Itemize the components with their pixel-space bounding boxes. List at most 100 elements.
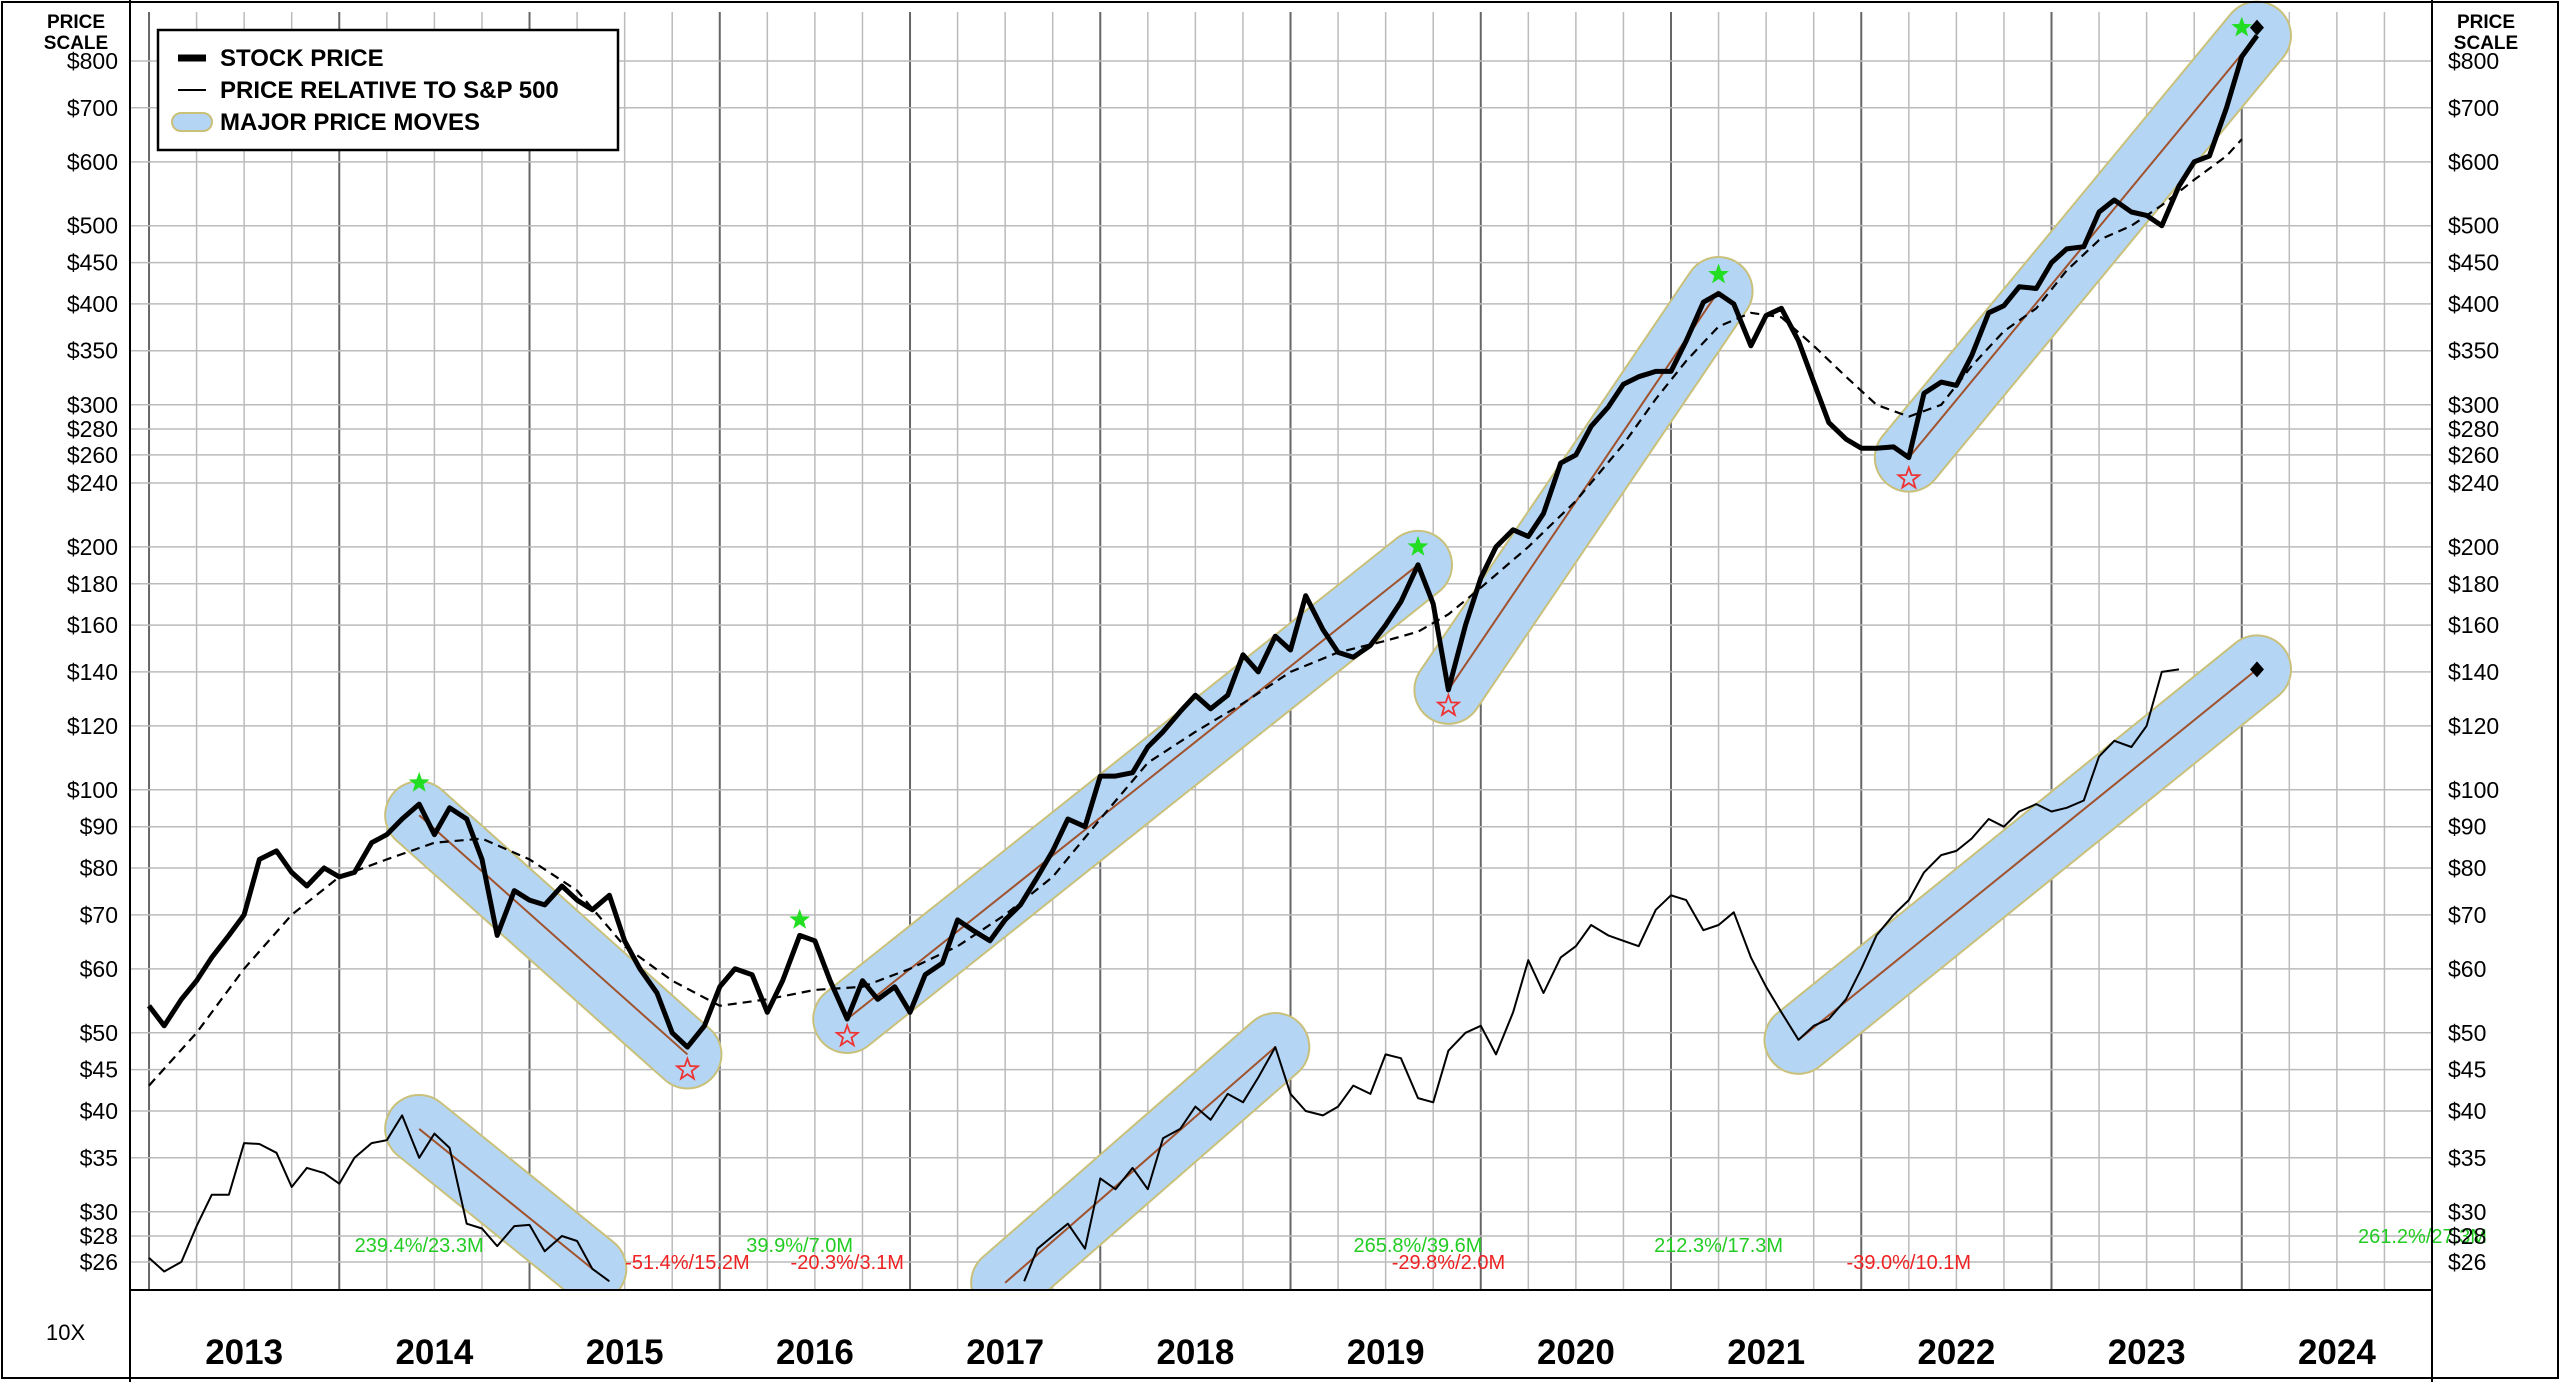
y-tick-label-left: $26 <box>80 1249 118 1275</box>
scale-label: 10X <box>46 1320 85 1345</box>
trend-line <box>1004 1046 1276 1284</box>
y-tick-label-left: $700 <box>67 95 118 121</box>
y-tick-label-right: $300 <box>2448 392 2499 418</box>
y-tick-label-right: $450 <box>2448 250 2499 276</box>
y-tick-label-left: $500 <box>67 213 118 239</box>
x-year-label: 2016 <box>776 1333 854 1372</box>
axis-title-left: SCALE <box>44 33 108 54</box>
y-tick-label-right: $600 <box>2448 149 2499 175</box>
legend-label: PRICE RELATIVE TO S&P 500 <box>220 77 559 104</box>
y-tick-label-left: $140 <box>67 659 118 685</box>
y-tick-label-right: $500 <box>2448 213 2499 239</box>
y-tick-label-left: $120 <box>67 713 118 739</box>
y-tick-label-right: $800 <box>2448 48 2499 74</box>
move-percent-label: 239.4%/23.3M <box>355 1235 484 1257</box>
move-markers <box>408 16 2264 1081</box>
y-tick-label-right: $60 <box>2448 956 2486 982</box>
down-star-icon <box>834 1022 861 1048</box>
y-tick-label-right: $200 <box>2448 534 2499 560</box>
down-star-icon <box>1435 692 1462 718</box>
move-percent-label: 39.9%/7.0M <box>746 1235 853 1257</box>
legend-label: STOCK PRICE <box>220 45 384 72</box>
y-tick-label-left: $160 <box>67 612 118 638</box>
x-year-label: 2017 <box>966 1333 1044 1372</box>
move-annotations: 239.4%/23.3M -51.4%/15.2M39.9%/7.0M-20.3%… <box>355 1226 2487 1274</box>
axis-title-right: SCALE <box>2454 33 2518 54</box>
down-star-icon <box>1895 464 1922 490</box>
trend-line <box>418 1128 593 1270</box>
y-tick-label-left: $200 <box>67 534 118 560</box>
up-star-icon <box>2231 16 2253 37</box>
x-year-label: 2018 <box>1156 1333 1234 1372</box>
y-tick-label-right: $70 <box>2448 902 2486 928</box>
x-year-label: 2022 <box>1917 1333 1995 1372</box>
y-tick-label-left: $100 <box>67 777 118 803</box>
relative-strength-line <box>148 1114 610 1283</box>
band-clip <box>0 1290 2560 1382</box>
up-star-icon <box>1708 263 1729 284</box>
end-diamond-icon <box>2249 19 2264 36</box>
y-tick-label-left: $600 <box>67 149 118 175</box>
y-tick-label-left: $40 <box>80 1098 118 1124</box>
y-tick-label-left: $80 <box>80 855 118 881</box>
x-year-label: 2019 <box>1347 1333 1425 1372</box>
y-tick-label-left: $30 <box>80 1199 118 1225</box>
axis-title-left: PRICE <box>47 12 105 33</box>
x-year-label: 2021 <box>1727 1333 1805 1372</box>
y-tick-label-right: $30 <box>2448 1199 2486 1225</box>
y-tick-label-right: $260 <box>2448 442 2499 468</box>
y-tick-label-right: $40 <box>2448 1098 2486 1124</box>
y-tick-label-right: $90 <box>2448 814 2486 840</box>
trend-line <box>418 814 689 1056</box>
down-star-icon <box>674 1056 701 1081</box>
y-tick-label-right: $350 <box>2448 338 2499 364</box>
y-tick-label-right: $26 <box>2448 1249 2486 1275</box>
y-tick-label-left: $90 <box>80 814 118 840</box>
axis-title-right: PRICE <box>2457 12 2515 33</box>
x-year-label: 2015 <box>586 1333 664 1372</box>
move-percent-label: -39.0%/10.1M <box>1847 1252 1972 1274</box>
y-tick-label-right: $180 <box>2448 571 2499 597</box>
x-year-label: 2013 <box>205 1333 283 1372</box>
legend-swatch-band <box>171 112 213 132</box>
y-tick-label-left: $70 <box>80 902 118 928</box>
x-year-label: 2023 <box>2108 1333 2186 1372</box>
y-tick-label-right: $35 <box>2448 1145 2486 1171</box>
y-tick-label-right: $45 <box>2448 1057 2486 1083</box>
y-tick-label-left: $350 <box>67 338 118 364</box>
y-tick-label-left: $50 <box>80 1020 118 1046</box>
x-year-label: 2014 <box>395 1333 473 1372</box>
y-tick-label-left: $260 <box>67 442 118 468</box>
y-tick-label-right: $28 <box>2448 1223 2486 1249</box>
y-tick-label-left: $300 <box>67 392 118 418</box>
y-tick-label-right: $120 <box>2448 713 2499 739</box>
trend-line <box>1797 668 2258 1041</box>
y-tick-label-right: $100 <box>2448 777 2499 803</box>
move-percent-label: -20.3%/3.1M <box>791 1252 904 1274</box>
y-tick-label-left: $450 <box>67 250 118 276</box>
move-percent-label: 265.8%/39.6M <box>1353 1235 1482 1257</box>
legend-box <box>156 28 620 152</box>
y-tick-label-right: $160 <box>2448 612 2499 638</box>
up-star-icon <box>408 771 430 792</box>
y-tick-label-right: $80 <box>2448 855 2486 881</box>
move-percent-label: 261.2%/27.3M <box>2358 1226 2487 1248</box>
y-tick-label-right: $280 <box>2448 416 2499 442</box>
y-tick-label-right: $240 <box>2448 470 2499 496</box>
move-percent-label: -51.4%/15.2M <box>625 1252 750 1274</box>
y-tick-label-left: $60 <box>80 956 118 982</box>
y-tick-label-right: $400 <box>2448 291 2499 317</box>
trend-line <box>846 564 1419 1020</box>
x-year-label: 2024 <box>2298 1333 2376 1372</box>
y-tick-label-left: $400 <box>67 291 118 317</box>
y-tick-label-left: $35 <box>80 1145 118 1171</box>
up-star-icon <box>789 908 811 929</box>
y-tick-label-right: $50 <box>2448 1020 2486 1046</box>
up-star-icon <box>1407 535 1429 556</box>
y-tick-label-left: $240 <box>67 470 118 496</box>
stock-price-line <box>147 34 2260 1050</box>
